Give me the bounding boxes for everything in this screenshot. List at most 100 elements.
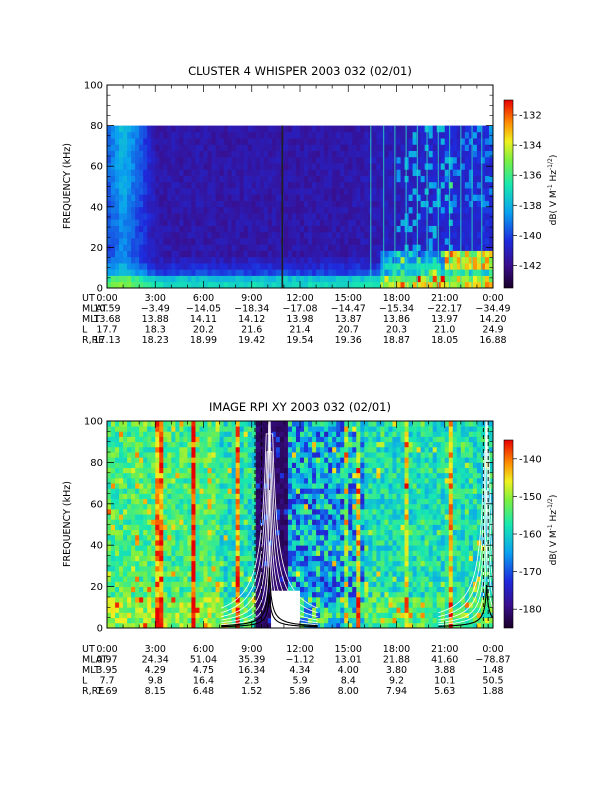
spectrogram-cell <box>472 131 478 139</box>
spectrogram-cell <box>183 550 188 556</box>
spectrogram-cell <box>291 125 297 133</box>
spectrogram-cell <box>308 431 313 437</box>
spectrogram-cell <box>464 169 470 176</box>
spectrogram-cell <box>151 607 156 613</box>
spectrogram-cell <box>444 206 450 214</box>
spectrogram-cell <box>267 200 273 208</box>
spectrogram-cell <box>287 225 293 233</box>
spectrogram-cell <box>396 125 401 133</box>
spectrogram-cell <box>416 256 422 264</box>
spectrogram-cell <box>344 219 349 226</box>
spectrogram-cell <box>239 550 245 556</box>
spectrogram-cell <box>476 231 482 239</box>
spectrogram-cell <box>320 571 325 577</box>
spectrogram-cell <box>316 225 321 233</box>
spectrogram-cell <box>247 571 253 577</box>
spectrogram-cell <box>211 263 216 270</box>
spectrogram-cell <box>147 244 152 251</box>
spectrogram-cell <box>320 263 325 270</box>
spectrogram-cell <box>211 125 216 133</box>
spectrogram-cell <box>147 540 152 546</box>
spectrogram-cell <box>207 131 212 139</box>
spectrogram-cell <box>396 263 401 270</box>
spectrogram-cell <box>336 555 341 562</box>
spectrogram-cell <box>243 452 249 458</box>
spectrogram-cell <box>468 163 474 170</box>
spectrogram-cell <box>283 519 289 525</box>
spectrogram-cell <box>247 169 253 176</box>
spectrogram-cell <box>123 467 128 474</box>
spectrogram-cell <box>119 194 124 201</box>
spectrogram-cell <box>312 617 317 624</box>
spectrogram-cell <box>295 144 301 151</box>
spectrogram-cell <box>231 169 237 176</box>
spectrogram-cell <box>444 163 450 170</box>
spectrogram-cell <box>400 156 405 164</box>
spectrogram-cell <box>199 426 204 432</box>
spectrogram-cell <box>191 194 196 201</box>
spectrogram-cell <box>211 436 216 443</box>
spectrogram-cell <box>207 540 212 546</box>
spectrogram-cell <box>412 263 418 270</box>
spectrogram-cell <box>243 144 249 151</box>
spectrogram-cell <box>107 602 112 608</box>
spectrogram-cell <box>215 138 220 145</box>
spectrogram-cell <box>428 125 434 133</box>
spectrogram-cell <box>191 457 196 463</box>
spectrogram-cell <box>247 529 253 536</box>
spectrogram-cell <box>295 169 301 176</box>
spectrogram-cell <box>388 200 393 208</box>
spectrogram-cell <box>203 596 208 603</box>
spectrogram-cell <box>139 125 144 133</box>
spectrogram-cell <box>255 617 261 624</box>
spectrogram-cell <box>195 596 200 603</box>
spectrogram-cell <box>231 131 237 139</box>
spectrogram-cell <box>159 472 164 479</box>
spectrogram-cell <box>316 213 321 220</box>
spectrogram-cell <box>111 472 116 479</box>
spectrogram-cell <box>219 555 225 562</box>
spectrogram-cell <box>267 181 273 189</box>
spectrogram-cell <box>476 219 482 226</box>
spectrogram-cell <box>255 576 261 582</box>
spectrogram-cell <box>239 431 245 437</box>
spectrogram-cell <box>187 591 192 598</box>
spectrogram-cell <box>400 169 405 176</box>
spectrogram-cell <box>155 144 160 151</box>
spectrogram-cell <box>247 188 253 195</box>
spectrogram-cell <box>376 231 381 239</box>
spectrogram-cell <box>247 607 253 613</box>
spectrogram-cell <box>207 488 212 494</box>
spectrogram-cell <box>420 138 426 145</box>
spectrogram-cell <box>223 421 229 427</box>
spectrogram-cell <box>159 555 164 562</box>
spectrogram-cell <box>384 238 389 245</box>
spectrogram-cell <box>139 231 144 239</box>
spectrogram-cell <box>239 441 245 448</box>
spectrogram-cell <box>275 457 281 463</box>
spectrogram-cell <box>312 591 317 598</box>
spectrogram-cell <box>372 225 377 233</box>
spectrogram-cell <box>267 156 273 164</box>
spectrogram-cell <box>183 493 188 500</box>
spectrogram-cell <box>275 194 281 201</box>
spectrogram-cell <box>251 576 257 582</box>
spectrogram-cell <box>275 524 281 531</box>
spectrogram-cell <box>175 200 180 208</box>
spectrogram-cell <box>259 602 265 608</box>
spectrogram-cell <box>356 156 361 164</box>
spectrogram-cell <box>223 263 229 270</box>
spectrogram-cell <box>115 421 120 427</box>
spectrogram-cell <box>207 163 212 170</box>
spectrogram-cell <box>396 131 401 139</box>
spectrogram-cell <box>356 269 361 276</box>
spectrogram-cell <box>312 169 317 176</box>
spectrogram-cell <box>111 175 116 183</box>
spectrogram-cell <box>151 508 156 515</box>
spectrogram-cell <box>287 138 293 145</box>
ephemeris-rre-value: 16.88 <box>479 335 506 346</box>
spectrogram-cell <box>316 477 321 484</box>
spectrogram-cell <box>300 281 305 289</box>
spectrogram-cell <box>243 545 249 551</box>
spectrogram-cell <box>211 200 216 208</box>
